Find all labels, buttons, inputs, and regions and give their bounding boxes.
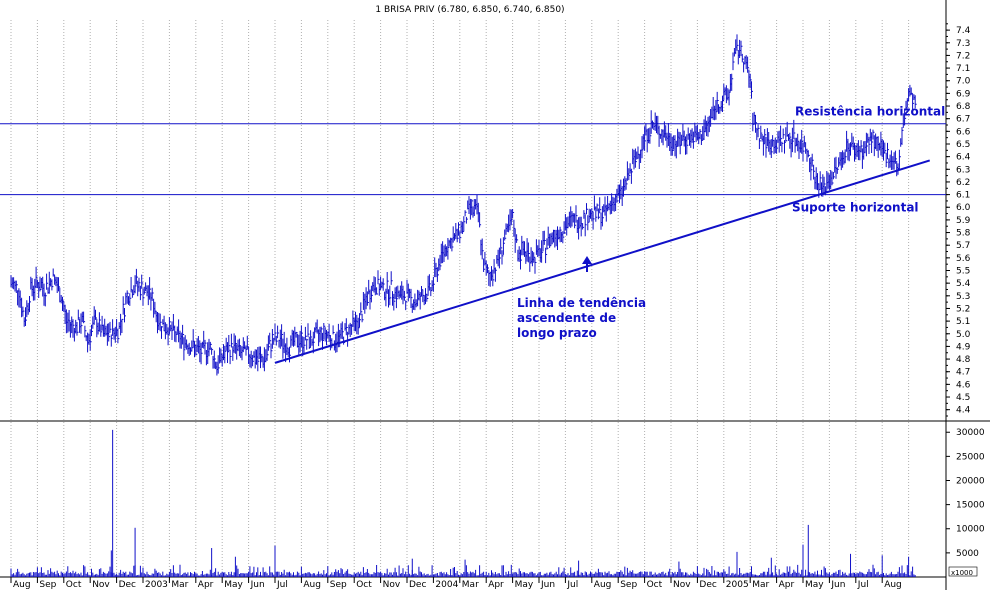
- month-label: Oct: [647, 580, 663, 590]
- month-label: Aug: [13, 580, 31, 590]
- price-tick-label: 5.4: [956, 279, 971, 289]
- price-tick-label: 4.4: [956, 406, 971, 416]
- price-tick-label: 6.2: [956, 178, 970, 188]
- month-label: Sep: [620, 580, 637, 590]
- trend-label-line: ascendente de: [517, 311, 616, 325]
- month-label: Jul: [566, 580, 578, 590]
- price-tick-label: 5.6: [956, 254, 971, 264]
- month-label: Mar: [752, 580, 769, 590]
- price-tick-label: 7.0: [956, 77, 971, 87]
- month-label: Aug: [884, 580, 902, 590]
- trend-line: [274, 159, 931, 364]
- month-label: Nov: [92, 580, 110, 590]
- volume-tick-label: 30000: [956, 428, 985, 438]
- price-tick-label: 5.1: [956, 317, 970, 327]
- month-label: Jun: [250, 580, 265, 590]
- trend-label-line: longo prazo: [517, 326, 597, 340]
- price-tick-label: 4.6: [956, 380, 971, 390]
- month-label: Mar: [171, 580, 188, 590]
- trend-arrow-head: [582, 256, 592, 264]
- month-label: 2005: [726, 580, 749, 590]
- price-tick-label: 7.1: [956, 64, 970, 74]
- month-label: Jul: [276, 580, 288, 590]
- month-label: Aug: [594, 580, 612, 590]
- month-label: Dec: [119, 580, 136, 590]
- month-label: Jul: [857, 580, 869, 590]
- month-label: Sep: [39, 580, 56, 590]
- price-tick-label: 6.4: [956, 153, 971, 163]
- month-label: 2004: [435, 580, 458, 590]
- price-tick-label: 4.5: [956, 393, 970, 403]
- price-tick-label: 7.2: [956, 51, 970, 61]
- price-tick-label: 5.2: [956, 304, 970, 314]
- month-label: Dec: [699, 580, 716, 590]
- price-tick-label: 6.8: [956, 102, 971, 112]
- volume-tick-label: 15000: [956, 501, 985, 511]
- month-label: Apr: [779, 580, 795, 590]
- price-tick-label: 6.0: [956, 203, 971, 213]
- month-label: 2003: [145, 580, 168, 590]
- horizontal-levels: [0, 123, 946, 364]
- price-axis: 4.4 4.5 4.6 4.7 4.8 4.9 5.0 5.1 5.2 5.3 5.4 5.5 5.6 5…: [946, 23, 971, 417]
- month-label: Jun: [540, 580, 555, 590]
- volume-axis: 5000 10000 15000 20000 25000 30000 x1000: [946, 428, 985, 577]
- price-tick-label: 7.3: [956, 39, 970, 49]
- price-tick-label: 6.7: [956, 115, 970, 125]
- month-label: Mar: [462, 580, 479, 590]
- price-tick-label: 5.5: [956, 267, 970, 277]
- month-axis: Aug Sep Oct Nov Dec 2003 Mar Apr May Jun Jul Aug Sep…: [10, 577, 902, 590]
- volume-tick-label: 10000: [956, 525, 985, 535]
- month-label: Apr: [488, 580, 504, 590]
- price-series: [10, 34, 917, 376]
- month-label: May: [224, 580, 243, 590]
- price-tick-label: 5.0: [956, 330, 971, 340]
- month-label: Oct: [66, 580, 82, 590]
- month-label: Jun: [830, 580, 845, 590]
- price-tick-label: 7.4: [956, 26, 971, 36]
- month-label: May: [515, 580, 534, 590]
- price-tick-label: 4.9: [956, 342, 971, 352]
- volume-series: [10, 429, 916, 577]
- price-tick-label: 6.6: [956, 127, 971, 137]
- price-tick-label: 6.9: [956, 89, 971, 99]
- price-tick-label: 5.8: [956, 229, 971, 239]
- month-label: Apr: [198, 580, 214, 590]
- month-label: Nov: [673, 580, 691, 590]
- price-tick-label: 5.7: [956, 241, 970, 251]
- month-label: Aug: [303, 580, 321, 590]
- month-label: Nov: [383, 580, 401, 590]
- month-label: Oct: [356, 580, 372, 590]
- month-label: Sep: [330, 580, 347, 590]
- price-tick-label: 6.5: [956, 140, 970, 150]
- volume-tick-label: 20000: [956, 476, 985, 486]
- support-label: Suporte horizontal: [792, 201, 919, 215]
- price-tick-label: 5.9: [956, 216, 971, 226]
- month-label: Dec: [409, 580, 426, 590]
- volume-tick-label: 5000: [956, 549, 979, 559]
- price-bars: [10, 34, 917, 376]
- price-tick-label: 5.3: [956, 292, 970, 302]
- price-tick-label: 4.8: [956, 355, 971, 365]
- volume-unit-label: x1000: [951, 569, 973, 577]
- volume-tick-label: 25000: [956, 452, 985, 462]
- resistance-label: Resistência horizontal: [795, 105, 945, 119]
- price-tick-label: 4.7: [956, 368, 970, 378]
- month-label: May: [805, 580, 824, 590]
- price-tick-label: 6.3: [956, 165, 970, 175]
- volume-unit-box: [948, 566, 978, 577]
- trend-label-line: Linha de tendência: [517, 296, 646, 310]
- annotations: Resistência horizontal Suporte horizontal…: [517, 105, 945, 340]
- price-tick-label: 6.1: [956, 191, 970, 201]
- chart-title: 1 BRISA PRIV (6.780, 6.850, 6.740, 6.850…: [375, 5, 564, 15]
